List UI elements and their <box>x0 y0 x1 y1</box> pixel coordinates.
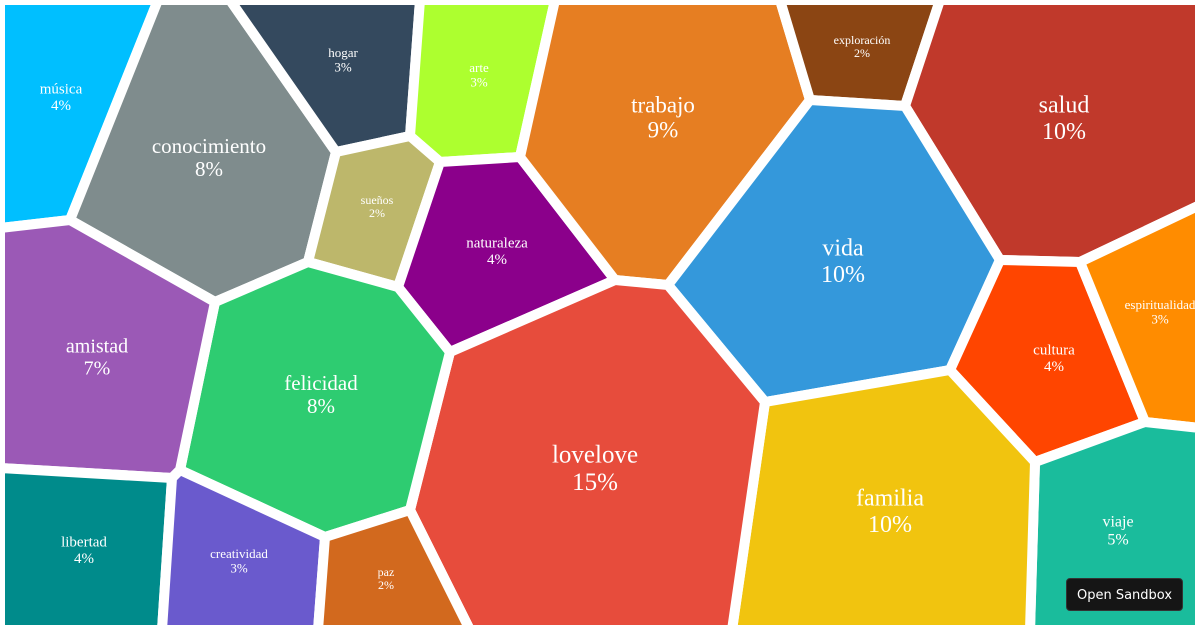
cell-label: paz <box>378 565 395 579</box>
cell-value-label: 3% <box>470 74 488 89</box>
cell-label: naturaleza <box>466 235 528 251</box>
cell-value-label: 4% <box>74 551 94 567</box>
cell-value-label: 2% <box>369 206 385 220</box>
cell-label: salud <box>1039 93 1090 119</box>
cell-value-label: 2% <box>854 46 870 60</box>
cell-value-label: 4% <box>51 98 71 114</box>
cell-label: creatividad <box>210 546 268 561</box>
cell-value-label: 15% <box>572 469 618 496</box>
cell-label: felicidad <box>284 371 358 395</box>
cell-value-label: 5% <box>1107 531 1128 548</box>
cell-label: vida <box>822 236 864 262</box>
cell-label: viaje <box>1102 514 1133 531</box>
cell-value-label: 7% <box>84 358 111 380</box>
cell-polygon <box>1075 200 1200 433</box>
cell-label: música <box>40 81 83 97</box>
cell-polygon <box>313 505 475 630</box>
cell-value-label: 2% <box>378 578 394 592</box>
cell-label: arte <box>469 60 489 75</box>
cell-label: libertad <box>61 534 107 550</box>
cell-value-label: 3% <box>230 560 248 575</box>
cell-value-label: 3% <box>334 59 352 74</box>
cell-value-label: 8% <box>195 157 223 181</box>
cell-value-label: 10% <box>868 512 912 538</box>
open-sandbox-button[interactable]: Open Sandbox <box>1066 578 1183 611</box>
cell-label: amistad <box>66 336 128 358</box>
cell-label: trabajo <box>631 92 695 117</box>
cell-label: exploración <box>834 33 891 47</box>
cell-label: lovelove <box>552 442 638 469</box>
cell-label: cultura <box>1033 342 1075 358</box>
cell-value-label: 4% <box>487 252 507 268</box>
cell-label: espiritualidad <box>1125 297 1196 312</box>
cell-value-label: 4% <box>1044 359 1064 375</box>
cell-value-label: 8% <box>307 394 335 418</box>
cell-polygon <box>0 463 177 630</box>
cell-label: sueños <box>361 193 394 207</box>
cell-value-label: 3% <box>1151 311 1169 326</box>
cell-value-label: 9% <box>648 118 679 143</box>
cell-value-label: 10% <box>1042 119 1086 145</box>
cell-value-label: 10% <box>821 262 865 288</box>
cell-label: hogar <box>328 45 358 60</box>
cell-label: familia <box>856 486 924 512</box>
cell-label: conocimiento <box>152 134 266 158</box>
